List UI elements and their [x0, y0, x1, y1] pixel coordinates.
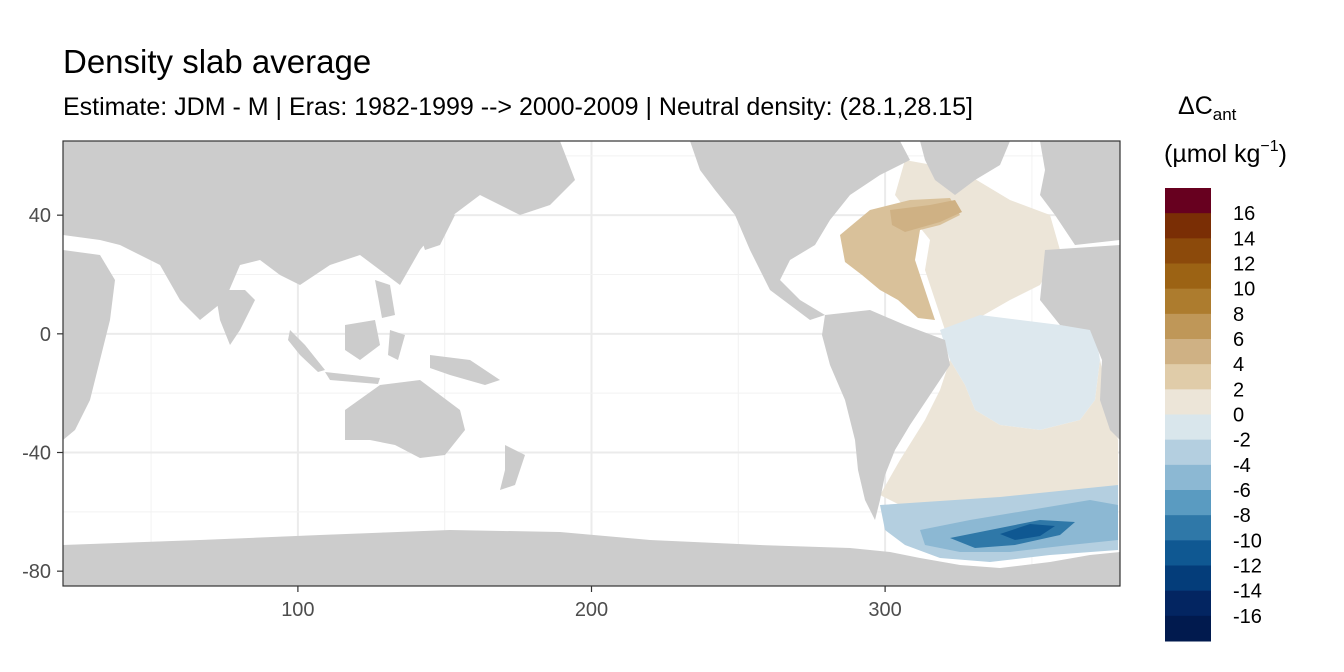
legend-swatch — [1165, 464, 1211, 491]
legend-swatch — [1165, 389, 1211, 415]
legend-swatch — [1165, 540, 1211, 566]
legend-swatch — [1165, 313, 1211, 340]
land-north-america — [690, 141, 910, 320]
legend-label: -8 — [1233, 505, 1251, 527]
region-weddell-core — [1000, 524, 1055, 540]
legend-swatch — [1165, 238, 1211, 264]
legend-swatch — [1165, 590, 1211, 617]
legend-label: 2 — [1233, 379, 1244, 401]
legend-label: -10 — [1233, 530, 1262, 552]
y-tick-label: 0 — [40, 324, 51, 346]
legend-label: -12 — [1233, 556, 1262, 578]
land-eurasia-west — [63, 141, 575, 320]
land-europe — [1040, 141, 1120, 245]
land-india — [215, 290, 255, 345]
land-sulawesi — [388, 330, 405, 360]
legend-swatch — [1165, 364, 1211, 390]
land — [63, 141, 1120, 586]
legend-label: -4 — [1233, 455, 1251, 477]
legend-swatch — [1165, 515, 1211, 541]
land-japan — [420, 210, 455, 250]
legend-swatch — [1165, 288, 1211, 315]
land-africa-west — [1040, 245, 1120, 440]
y-tick-label: -40 — [22, 443, 51, 465]
land-philippines — [375, 280, 395, 318]
y-tick-label: 40 — [29, 205, 51, 227]
legend-label: 14 — [1233, 228, 1255, 250]
chart-subtitle: Estimate: JDM - M | Eras: 1982-1999 --> … — [63, 93, 973, 121]
region-equatorial-atlantic — [940, 315, 1100, 430]
legend-label: -6 — [1233, 480, 1251, 502]
legend-swatch — [1165, 339, 1211, 365]
legend-swatch — [1165, 490, 1211, 516]
legend-swatch — [1165, 565, 1211, 592]
region-north-atlantic-subtropical — [840, 198, 960, 320]
land-new-zealand — [500, 445, 525, 490]
land-java — [325, 372, 380, 384]
legend-swatch — [1165, 213, 1211, 239]
land-greenland — [920, 141, 1010, 195]
legend-label: 16 — [1233, 203, 1255, 225]
legend-label: 8 — [1233, 304, 1244, 326]
land-australia — [345, 380, 465, 458]
region-labrador-irminger — [890, 200, 962, 232]
legend: 16 14 12 10 8 6 4 2 0 -2 -4 -6 -8 -10 -12 -14 -16 ΔCant (µ… — [1164, 92, 1287, 642]
legend-label: -14 — [1233, 581, 1262, 603]
legend-label: 6 — [1233, 329, 1244, 351]
land-sumatra — [288, 330, 325, 372]
legend-label: -2 — [1233, 430, 1251, 452]
x-tick-label: 100 — [281, 599, 314, 621]
legend-swatch — [1165, 263, 1211, 290]
land-africa-east — [63, 250, 115, 440]
legend-label: -16 — [1233, 606, 1262, 628]
legend-unit: (µmol kg−1) — [1164, 138, 1287, 168]
legend-label: 12 — [1233, 254, 1255, 276]
x-tick-label: 200 — [575, 599, 608, 621]
legend-label: 10 — [1233, 279, 1255, 301]
legend-swatch — [1165, 414, 1211, 441]
land-new-guinea — [430, 355, 500, 385]
x-tick-label: 300 — [868, 599, 901, 621]
legend-swatch — [1165, 188, 1211, 214]
legend-label: 0 — [1233, 405, 1244, 427]
legend-swatch — [1165, 615, 1211, 642]
legend-swatch — [1165, 439, 1211, 466]
y-tick-label: -80 — [22, 561, 51, 583]
land-borneo — [345, 320, 380, 360]
legend-title: ΔCant — [1178, 92, 1237, 124]
land-south-america — [822, 310, 950, 520]
legend-label: 4 — [1233, 354, 1244, 376]
land-antarctica — [63, 530, 1120, 586]
region-south-atlantic — [880, 360, 1118, 505]
chart-title: Density slab average — [63, 43, 372, 80]
map-layer — [63, 141, 1120, 586]
